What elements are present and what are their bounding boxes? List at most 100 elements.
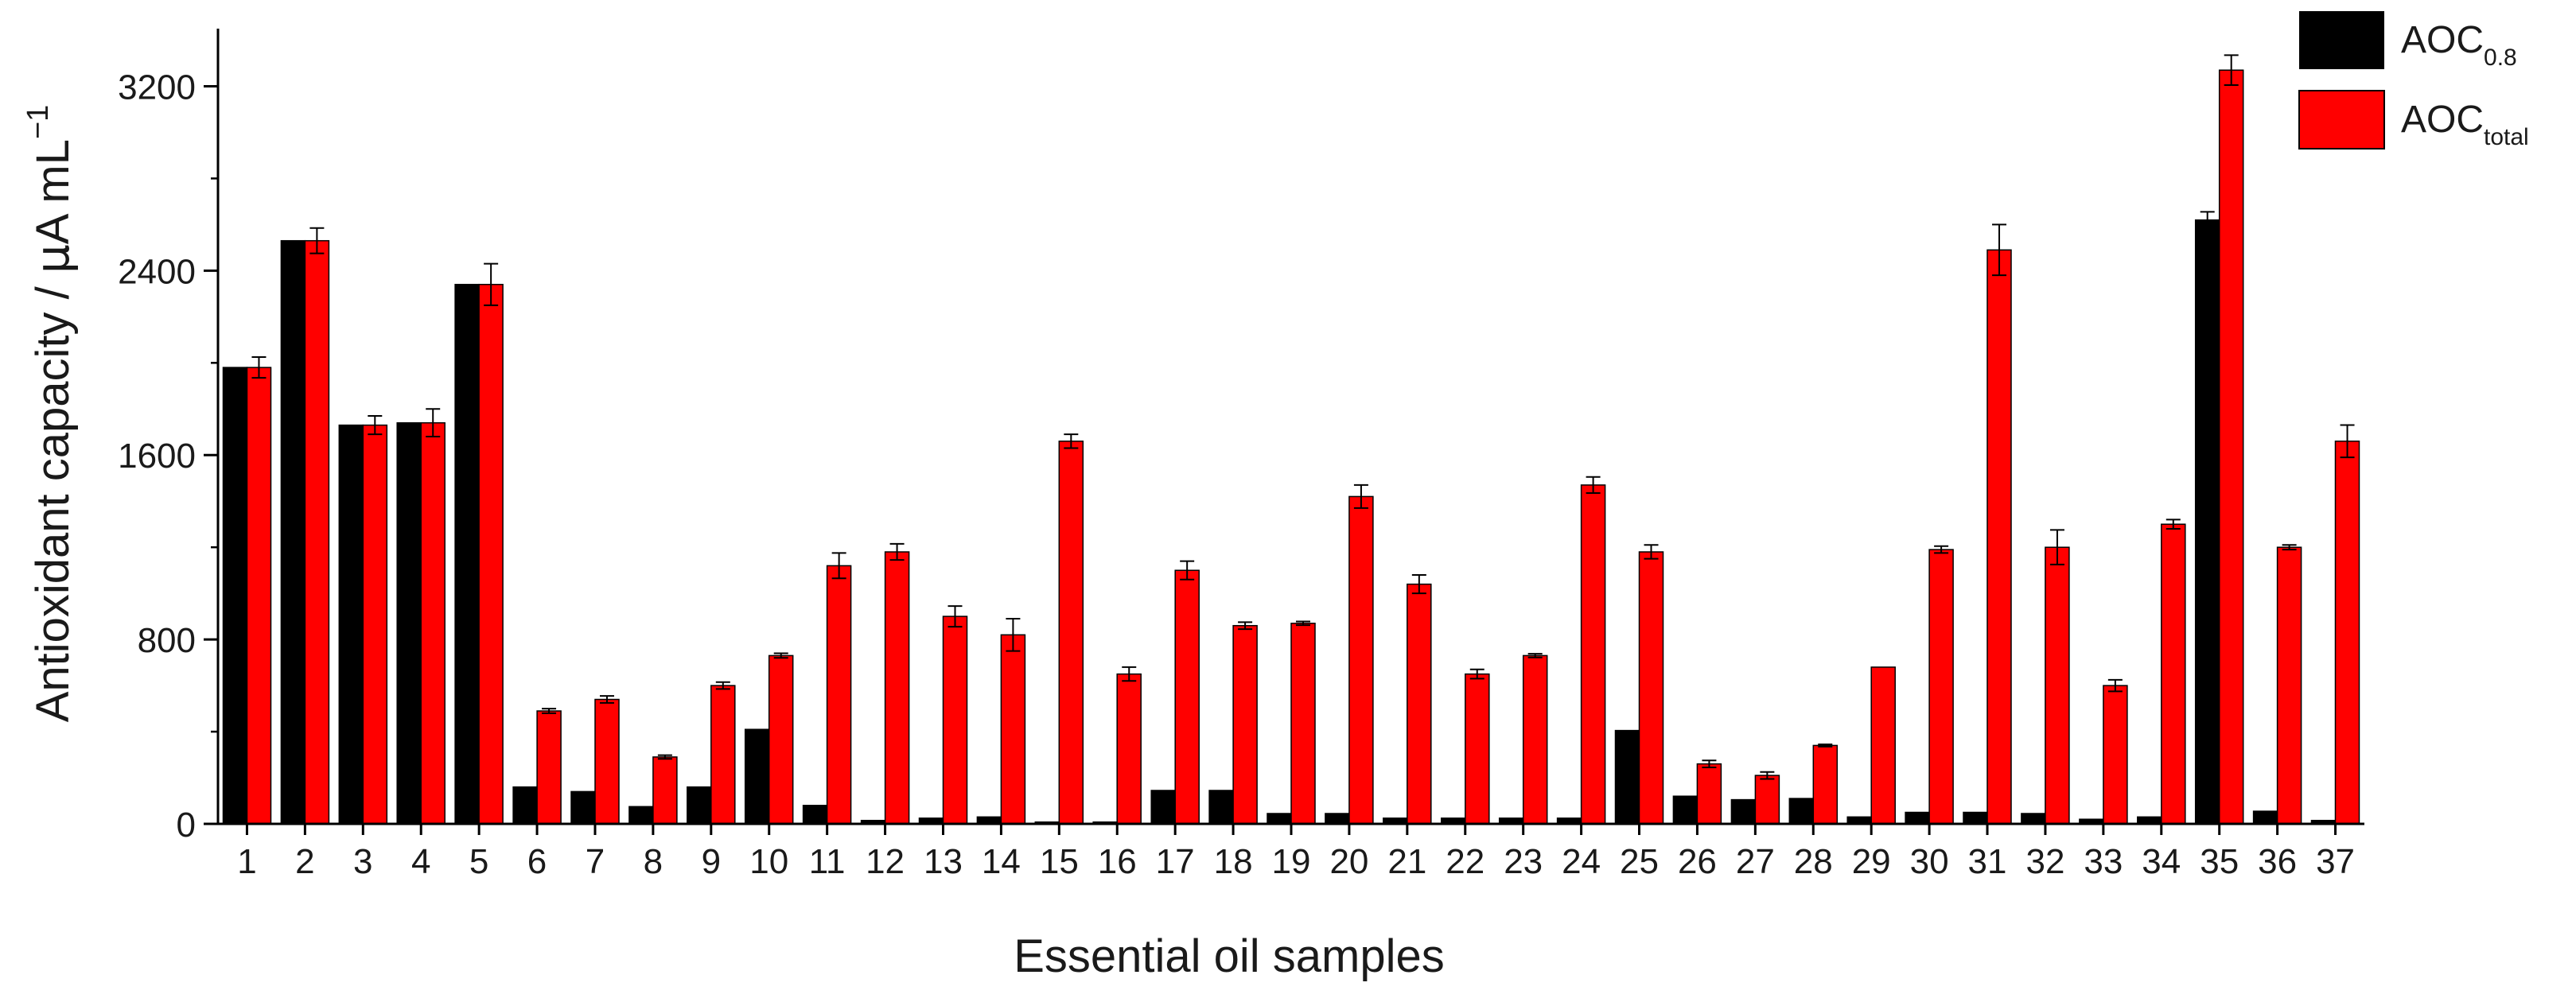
x-tick-label-27: 27 <box>1736 842 1775 881</box>
x-tick-label-2: 2 <box>295 842 314 881</box>
bar-total-1 <box>246 367 272 825</box>
bar-0-8-35 <box>2194 219 2220 825</box>
x-tick-label-28: 28 <box>1794 842 1833 881</box>
bar-total-11 <box>826 565 852 825</box>
bar-total-2 <box>304 239 330 825</box>
bar-total-12 <box>884 551 910 825</box>
bar-total-28 <box>1812 744 1839 825</box>
x-tick-label-9: 9 <box>702 842 721 881</box>
bar-0-8-5 <box>454 283 480 825</box>
legend-swatch-aoc-0-8 <box>2299 11 2384 69</box>
bar-total-30 <box>1928 549 1954 825</box>
bar-0-8-9 <box>687 786 712 825</box>
bar-0-8-3 <box>338 424 364 825</box>
bar-0-8-31 <box>1963 811 1988 825</box>
bar-total-19 <box>1290 623 1316 825</box>
bar-total-16 <box>1116 673 1142 825</box>
x-tick-label-26: 26 <box>1678 842 1717 881</box>
bar-0-8-32 <box>2021 813 2046 825</box>
bar-total-36 <box>2276 546 2302 825</box>
y-tick-label-2400: 2400 <box>118 252 196 291</box>
axes-layer <box>204 29 2364 835</box>
x-tick-label-19: 19 <box>1272 842 1311 881</box>
legend-label-aoc-0-8-sub: 0.8 <box>2484 45 2517 71</box>
y-axis-title: Antioxidant capacity / μA mL−1 <box>21 105 80 723</box>
legend: AOC0.8 AOCtotal <box>2298 11 2529 150</box>
x-tick-label-18: 18 <box>1214 842 1253 881</box>
x-tick-label-14: 14 <box>982 842 1021 881</box>
y-axis-title-sup: −1 <box>21 105 55 139</box>
bar-total-27 <box>1754 775 1780 825</box>
x-tick-label-7: 7 <box>586 842 605 881</box>
x-tick-label-20: 20 <box>1329 842 1368 881</box>
x-tick-label-29: 29 <box>1852 842 1891 881</box>
x-tick-label-3: 3 <box>353 842 372 881</box>
labels-layer: 1 2 3 4 5 6 7 8 9 10 11 12 13 14 15 16 17 18 19 20 21 22 23 24 2… <box>118 68 2355 881</box>
bar-total-9 <box>710 685 736 825</box>
bar-0-8-30 <box>1905 811 1930 825</box>
legend-swatch-aoc-total <box>2298 90 2385 150</box>
bar-total-23 <box>1522 654 1548 825</box>
bar-0-8-19 <box>1267 813 1292 825</box>
bar-total-4 <box>420 421 446 825</box>
x-tick-label-1: 1 <box>237 842 256 881</box>
legend-label-aoc-total: AOCtotal <box>2401 99 2529 150</box>
x-tick-label-23: 23 <box>1504 842 1543 881</box>
x-tick-label-34: 34 <box>2142 842 2181 881</box>
bar-total-33 <box>2103 685 2128 825</box>
bar-total-26 <box>1696 763 1722 825</box>
x-tick-label-31: 31 <box>1968 842 2007 881</box>
x-tick-label-37: 37 <box>2316 842 2355 881</box>
x-tick-label-33: 33 <box>2084 842 2123 881</box>
legend-label-aoc-0-8-name: AOC <box>2401 19 2484 61</box>
x-tick-label-8: 8 <box>644 842 663 881</box>
bar-total-34 <box>2161 523 2186 825</box>
y-axis-title-unit: A mL <box>27 139 79 244</box>
bar-total-15 <box>1058 441 1084 825</box>
bar-total-6 <box>536 710 562 825</box>
x-tick-label-35: 35 <box>2200 842 2239 881</box>
x-tick-label-36: 36 <box>2258 842 2297 881</box>
legend-label-aoc-0-8: AOC0.8 <box>2401 19 2517 71</box>
x-tick-label-15: 15 <box>1040 842 1079 881</box>
bar-total-24 <box>1580 484 1606 825</box>
y-tick-label-1600: 1600 <box>118 437 196 476</box>
x-tick-label-6: 6 <box>527 842 547 881</box>
bar-total-17 <box>1174 569 1200 825</box>
y-axis-title-main: Antioxidant capacity / <box>27 274 79 722</box>
bar-0-8-27 <box>1730 798 1757 825</box>
bar-0-8-6 <box>512 786 538 825</box>
bar-0-8-36 <box>2252 810 2278 825</box>
bar-total-35 <box>2218 69 2244 825</box>
legend-label-aoc-total-name: AOC <box>2401 99 2484 141</box>
bar-total-20 <box>1348 495 1374 825</box>
bar-total-22 <box>1465 673 1490 825</box>
bar-total-13 <box>942 616 968 825</box>
x-tick-label-10: 10 <box>749 842 788 881</box>
y-tick-label-0: 0 <box>177 806 196 845</box>
bar-total-25 <box>1638 551 1664 825</box>
bar-0-8-20 <box>1325 813 1350 825</box>
bar-total-3 <box>362 424 388 825</box>
bar-0-8-7 <box>570 790 596 825</box>
x-tick-label-5: 5 <box>469 842 488 881</box>
x-tick-label-4: 4 <box>411 842 430 881</box>
x-tick-label-30: 30 <box>1910 842 1949 881</box>
bar-0-8-26 <box>1672 795 1699 825</box>
x-tick-label-11: 11 <box>809 842 846 881</box>
bar-0-8-28 <box>1788 798 1815 825</box>
x-axis-title: Essential oil samples <box>1014 930 1445 982</box>
bar-total-32 <box>2045 546 2070 825</box>
bar-total-5 <box>478 283 504 825</box>
x-tick-label-21: 21 <box>1387 842 1426 881</box>
bar-0-8-8 <box>628 806 654 825</box>
bar-total-37 <box>2334 441 2360 825</box>
bar-0-8-17 <box>1150 790 1176 825</box>
x-tick-label-32: 32 <box>2025 842 2064 881</box>
x-tick-label-22: 22 <box>1446 842 1485 881</box>
bar-0-8-1 <box>222 367 248 825</box>
x-tick-label-24: 24 <box>1562 842 1601 881</box>
bar-total-18 <box>1232 624 1258 825</box>
bar-0-8-18 <box>1208 790 1234 825</box>
